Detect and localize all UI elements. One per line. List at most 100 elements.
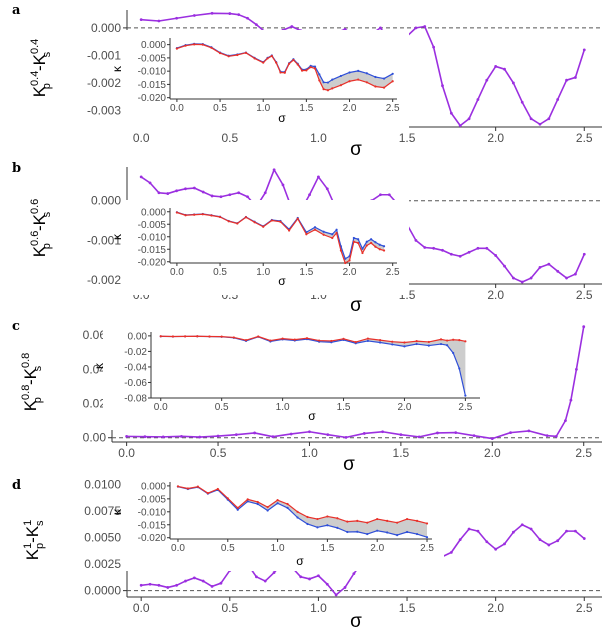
- main-series-point-7: [246, 16, 249, 20]
- inset-red-point-15: [283, 71, 286, 74]
- inset-y-tick-label: -0.010: [138, 67, 167, 78]
- main-series-point-7: [201, 190, 205, 194]
- main-series-point-10: [308, 430, 311, 434]
- main-series-point-37: [467, 527, 471, 531]
- inset-red-point-15: [342, 337, 345, 340]
- main-series-point-9: [219, 581, 223, 585]
- main-series-point-8: [271, 435, 275, 439]
- inset-gap-area: [160, 336, 466, 396]
- main-series-point-31: [458, 124, 462, 128]
- main-series-point-38: [520, 100, 524, 104]
- main-series-point-35: [449, 550, 453, 554]
- inset-red-point-6: [227, 220, 230, 223]
- main-series-point-42: [556, 98, 560, 101]
- main-series-point-2: [157, 191, 161, 195]
- inset-blue-point-20: [403, 345, 406, 348]
- main-series-point-21: [325, 187, 329, 191]
- main-series-point-40: [494, 254, 498, 257]
- main-series-point-5: [184, 187, 187, 191]
- main-series-point-10: [228, 193, 232, 197]
- main-series-point-41: [503, 264, 506, 268]
- inset-red-point-27: [370, 241, 373, 245]
- main-series-point-16: [281, 183, 285, 187]
- inset-blue-point-15: [326, 524, 329, 527]
- main-series-point-7: [201, 579, 205, 583]
- main-series-point-0: [139, 175, 143, 179]
- inset-x-tick-label: 2.5: [386, 267, 400, 278]
- main-series-point-42: [511, 276, 515, 280]
- inset-red-point-29: [357, 78, 360, 81]
- inset-red-point-0: [175, 47, 178, 50]
- x-tick-label: 1.0: [310, 131, 327, 145]
- y-label-sup1: 0.8: [20, 385, 32, 400]
- inset-red-point-11: [286, 502, 289, 506]
- inset-red-point-25: [326, 89, 330, 92]
- y-tick-label: 0.000: [91, 21, 121, 35]
- inset-red-point-19: [391, 340, 394, 343]
- inset-red-point-31: [374, 85, 377, 88]
- y-tick-label: 0.0100: [84, 477, 121, 491]
- inset-y-tick-label: 0.000: [141, 481, 166, 492]
- inset-y-tick-label: -0.005: [138, 220, 167, 231]
- inset-red-point-29: [378, 248, 381, 251]
- main-series-point-45: [538, 265, 542, 269]
- inset-blue-point-12: [296, 516, 299, 519]
- main-series-point-38: [476, 246, 480, 250]
- main-series-point-18: [299, 575, 303, 579]
- x-tick-label: 0.0: [118, 446, 135, 460]
- inset-red-point-22: [348, 259, 351, 262]
- inset-plot: 0.0 0.5 1.0 1.5 2.0 2.5 0.00 -0.02 -0.04 -0.06 -0.…: [92, 324, 492, 430]
- x-tick-label: 0.5: [221, 601, 238, 615]
- main-series-point-7: [253, 431, 257, 435]
- inset-red-point-16: [313, 228, 317, 231]
- main-series-point-33: [432, 246, 436, 250]
- panel-letter: d: [12, 478, 21, 493]
- inset-red-point-3: [201, 213, 204, 216]
- inset-blue-point-18: [356, 530, 359, 533]
- main-series-point-19: [472, 434, 476, 438]
- inset-red-point-18: [296, 63, 299, 66]
- inset-red-point-14: [279, 71, 282, 74]
- inset-red-point-19: [300, 69, 304, 72]
- y-label-sub2: s: [34, 520, 46, 526]
- inset-blue-point-19: [391, 343, 394, 346]
- main-series-point-19: [308, 193, 311, 197]
- inset-red-point-28: [374, 245, 377, 248]
- main-series-point-4: [175, 189, 179, 193]
- inset-blue-point-7: [246, 500, 249, 503]
- inset-red-point-26: [331, 87, 334, 90]
- y-tick-label: -0.002: [87, 273, 121, 287]
- inset-plot: 0.0 0.5 1.0 1.5 2.0 2.5 0.000 -0.005-0.010 -0.01…: [110, 200, 409, 295]
- inset-blue-point-10: [276, 502, 279, 505]
- inset-red-point-4: [208, 335, 211, 338]
- inset-red-point-15: [326, 515, 329, 518]
- inset-x-tick-label: 1.5: [320, 543, 334, 554]
- y-label-sup2: 0.8: [20, 353, 32, 368]
- inset-x-tick-label: 0.5: [215, 402, 229, 413]
- inset-y-tick-label: -0.010: [138, 232, 167, 243]
- x-tick-label: 1.5: [393, 446, 410, 460]
- inset-y-tick-label: -0.020: [138, 93, 167, 104]
- y-label-mid: -K: [21, 367, 40, 385]
- main-series-point-43: [520, 280, 524, 284]
- inset-y-tick-label: -0.015: [138, 80, 167, 91]
- inset-blue-point-17: [346, 530, 349, 534]
- inset-blue-point-13: [306, 522, 309, 526]
- main-series-point-20: [490, 437, 494, 440]
- inset-red-point-25: [361, 251, 364, 255]
- inset-red-point-14: [330, 339, 333, 343]
- inset-x-tick-label: 1.5: [299, 267, 313, 278]
- inset-y-tick-label: -0.06: [124, 378, 147, 389]
- main-series-point-48: [565, 529, 568, 533]
- main-series-point-1: [157, 19, 161, 23]
- inset-red-line: [160, 335, 466, 344]
- y-label-mid: -K: [23, 525, 42, 543]
- main-series-point-13: [254, 575, 258, 579]
- main-series-point-28: [432, 45, 436, 49]
- y-label-sup2: 0.4: [29, 39, 41, 54]
- y-label-sub2: s: [41, 211, 53, 217]
- inset-x-tick-label: 2.0: [370, 543, 384, 554]
- y-label-k1: K: [30, 85, 49, 97]
- inset-red-point-12: [305, 337, 309, 340]
- main-series-point-12: [290, 25, 294, 28]
